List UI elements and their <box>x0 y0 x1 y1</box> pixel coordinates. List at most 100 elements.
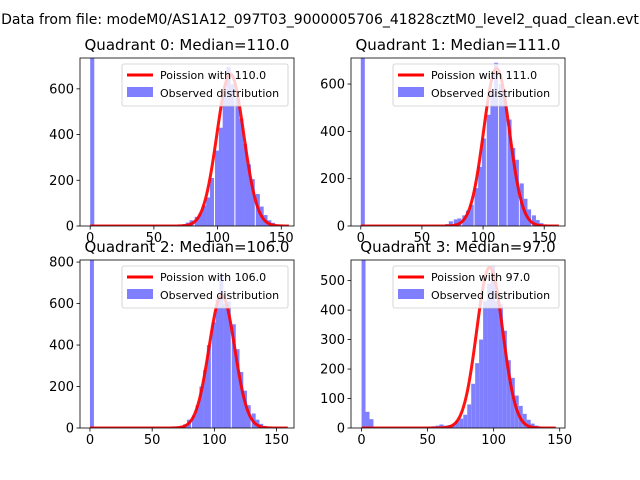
subplot-0: 0 50 100 150 0 200 400 600 Quadrant 0: Median=11… <box>49 36 295 246</box>
x-tick-label: 50 <box>414 231 431 246</box>
poisson-fit-line <box>360 265 557 428</box>
y-tick-label: 200 <box>320 363 345 378</box>
histogram-bar <box>467 404 472 428</box>
histogram-bar <box>502 330 507 428</box>
histogram-bar <box>510 377 515 428</box>
legend-box <box>121 63 289 107</box>
legend-fit-label: Poission with 110.0 <box>160 69 266 82</box>
histogram-bars <box>90 58 285 226</box>
poisson-fit-line <box>89 293 289 428</box>
y-tick-label: 400 <box>320 125 345 140</box>
x-tick-label: 0 <box>357 433 365 448</box>
legend-bars-swatch <box>127 289 153 299</box>
x-tick-label: 150 <box>269 231 294 246</box>
histogram-bar <box>246 164 251 226</box>
histogram-bar <box>215 150 220 226</box>
axes-frame <box>79 57 295 227</box>
histogram-bar <box>223 303 228 428</box>
legend-box <box>121 265 289 309</box>
legend: Poission with 111.0 Observed distribution <box>392 63 560 107</box>
y-tick-label: 400 <box>49 339 74 354</box>
histogram-bar <box>486 114 491 226</box>
y-tick-label: 0 <box>66 422 74 437</box>
x-tick-label: 100 <box>202 433 227 448</box>
y-tick-label: 500 <box>320 274 345 289</box>
legend-box <box>392 63 560 107</box>
y-tick-label: 400 <box>320 304 345 319</box>
y-tick-label: 0 <box>337 422 345 437</box>
x-tick-label: 50 <box>144 433 161 448</box>
histogram-bar <box>191 415 196 428</box>
histogram-bar <box>239 118 244 226</box>
histogram-bar <box>369 419 374 428</box>
legend-bars-label: Observed distribution <box>431 289 550 302</box>
x-tick-label: 0 <box>86 231 94 246</box>
y-tick-label: 800 <box>49 256 74 271</box>
y-tick-label: 400 <box>49 128 74 143</box>
y-tick-label: 100 <box>320 392 345 407</box>
histogram-bar <box>218 127 223 226</box>
histogram-bar <box>479 339 484 428</box>
histogram-bar <box>206 345 211 428</box>
histogram-bar <box>235 98 240 226</box>
histogram-bar <box>90 58 95 226</box>
histogram-bar <box>239 372 244 428</box>
y-tick-label: 600 <box>49 297 74 312</box>
histogram-bar <box>231 324 236 428</box>
histogram-bar <box>487 283 492 428</box>
x-tick-label: 150 <box>547 433 572 448</box>
subplot-1: 0 50 100 150 0 200 400 600 Quadrant 1: Median=11… <box>320 36 566 246</box>
histogram-bar <box>491 265 495 428</box>
histogram-bar <box>507 119 512 226</box>
y-tick-label: 0 <box>337 220 345 235</box>
histogram-bar <box>463 414 468 428</box>
histogram-bar <box>494 62 499 226</box>
histogram-bar <box>235 349 240 428</box>
y-tick-label: 0 <box>66 220 74 235</box>
subplot-title: Quadrant 3: Median=97.0 <box>360 238 555 256</box>
histogram-bar <box>203 369 208 428</box>
axes-frame <box>350 259 566 429</box>
histogram-bar <box>198 213 203 226</box>
histogram-bar <box>469 204 474 226</box>
figure-suptitle: Data from file: modeM0/AS1A12_097T03_900… <box>1 12 639 28</box>
histogram-bar <box>502 91 507 226</box>
histogram-bar <box>471 383 476 428</box>
axes-frame <box>79 259 295 429</box>
y-tick-label: 600 <box>49 82 74 97</box>
histogram-bar <box>219 274 224 428</box>
x-tick-label: 100 <box>205 231 230 246</box>
histogram-bar <box>474 188 479 226</box>
histogram-bar <box>89 260 94 428</box>
legend-fit-label: Poission with 106.0 <box>160 271 266 284</box>
x-tick-label: 0 <box>86 433 94 448</box>
legend: Poission with 110.0 Observed distribution <box>121 63 289 107</box>
legend: Poission with 106.0 Observed distribution <box>121 265 289 309</box>
histogram-bar <box>531 215 537 226</box>
histogram-bar <box>459 418 464 428</box>
histogram-bar <box>514 159 519 226</box>
histogram-bar <box>526 419 531 428</box>
histogram-bar <box>243 143 248 226</box>
axes-frame <box>350 57 566 227</box>
legend-bars-swatch <box>127 87 153 97</box>
legend-bars-swatch <box>398 87 424 97</box>
y-tick-label: 200 <box>49 174 74 189</box>
histogram-bar <box>242 390 247 428</box>
histogram-bar <box>498 84 504 226</box>
legend-bars-label: Observed distribution <box>160 289 279 302</box>
legend-box <box>392 265 560 309</box>
legend-fit-label: Poission with 111.0 <box>431 69 537 82</box>
histogram-bar <box>498 304 503 428</box>
y-tick-label: 600 <box>320 78 345 93</box>
histogram-bar <box>222 96 227 226</box>
histogram-bar <box>206 197 211 226</box>
legend-bars-swatch <box>398 289 424 299</box>
x-tick-label: 150 <box>532 231 557 246</box>
histogram-bar <box>195 405 200 428</box>
histogram-bar <box>199 386 204 428</box>
histogram-bar <box>448 221 453 226</box>
poisson-fit-line <box>359 67 560 226</box>
legend-bars-label: Observed distribution <box>160 87 279 100</box>
subplot-2: 0 50 100 150 0 200 400 600 800 Quadrant 2: Median… <box>49 238 295 448</box>
